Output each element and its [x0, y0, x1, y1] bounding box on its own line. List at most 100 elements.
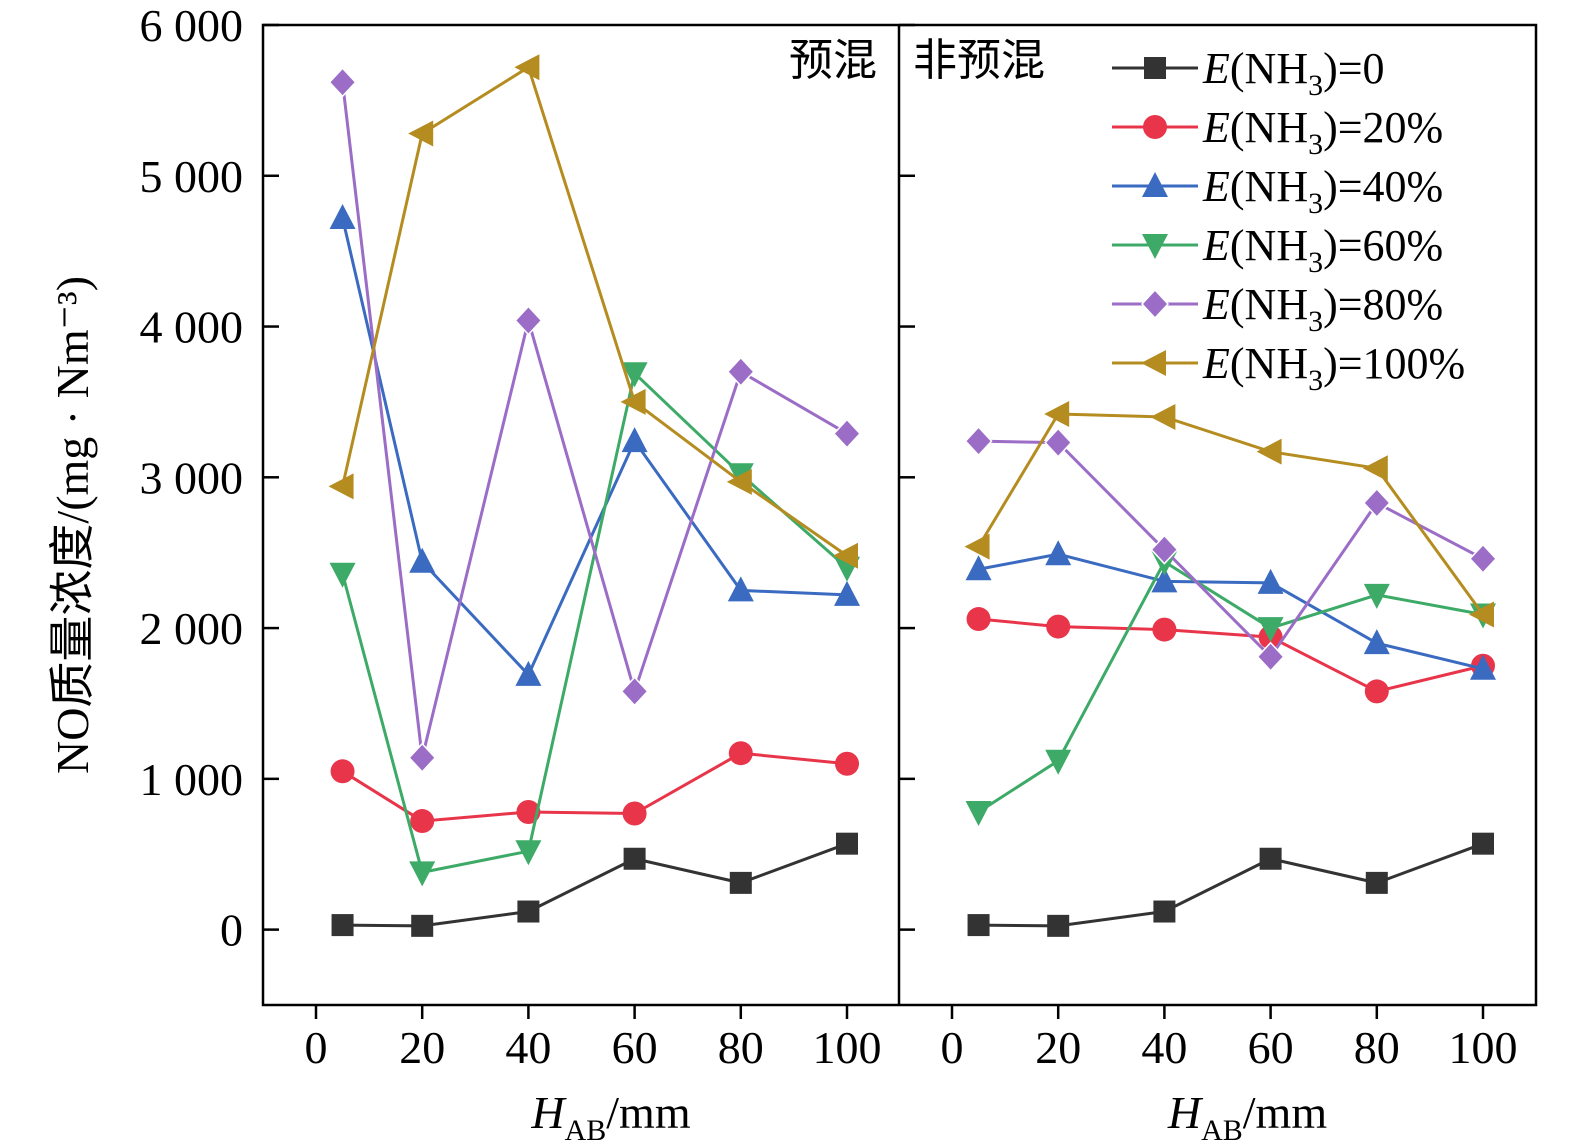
- series-3: [329, 203, 860, 686]
- series-5: [964, 426, 1498, 672]
- data-point: [1362, 487, 1391, 519]
- legend: E(NH3)=0E(NH3)=20%E(NH3)=40%E(NH3)=60%E(…: [1112, 44, 1465, 397]
- data-point: [726, 356, 755, 387]
- data-point: [623, 847, 646, 870]
- data-point: [966, 607, 991, 632]
- data-point: [1150, 404, 1176, 430]
- data-point: [835, 751, 859, 776]
- data-point: [1365, 871, 1388, 894]
- x-tick-label: 0: [305, 1022, 328, 1073]
- y-tick-label: 0: [220, 905, 243, 956]
- y-tick-label: 5 000: [140, 151, 244, 202]
- data-point: [622, 801, 647, 826]
- x-tick-label: 60: [612, 1022, 658, 1073]
- series-line: [341, 82, 848, 759]
- data-point: [1150, 534, 1179, 565]
- data-point: [1151, 567, 1178, 593]
- data-point: [330, 759, 355, 784]
- series-line: [977, 412, 1485, 616]
- data-point: [729, 871, 752, 894]
- data-point: [727, 576, 754, 602]
- legend-label: E(NH3)=60%: [1202, 221, 1443, 279]
- x-tick-label: 40: [505, 1022, 551, 1073]
- legend-entry: E(NH3)=40%: [1112, 162, 1443, 220]
- legend-entry: E(NH3)=80%: [1112, 280, 1443, 338]
- legend-marker: [1142, 172, 1168, 197]
- series-line: [978, 842, 1484, 928]
- series-5: [328, 67, 862, 773]
- x-axis-title: HAB/mm: [1167, 1087, 1327, 1146]
- series-1: [967, 832, 1494, 937]
- legend-marker: [1141, 350, 1166, 376]
- data-point: [409, 861, 436, 887]
- data-point: [1257, 617, 1284, 643]
- x-tick-label: 80: [1354, 1022, 1400, 1073]
- data-point: [620, 676, 649, 707]
- x-tick-label: 60: [1248, 1022, 1294, 1073]
- series-line: [978, 617, 1484, 693]
- panels-layer: 0 20 40 60 80 100 HAB/mm 预混 0 20 40 60 80 100 HAB/mm 非预…: [261, 23, 1538, 1146]
- x-tick-label: 20: [399, 1022, 445, 1073]
- y-axis: 0 1 000 2 000 3 000 4 000 5 000 6 000 NO质量浓度/(m…: [47, 0, 915, 956]
- data-point: [410, 809, 435, 834]
- data-point: [728, 741, 753, 766]
- data-point: [1363, 583, 1390, 609]
- data-point: [836, 832, 858, 855]
- data-point: [1045, 540, 1072, 566]
- y-tick-label: 2 000: [140, 603, 244, 654]
- data-point: [1470, 654, 1496, 680]
- series-line: [341, 217, 848, 678]
- x-tick-label: 100: [1449, 1022, 1518, 1073]
- data-point: [1045, 749, 1072, 775]
- data-point: [1469, 601, 1494, 628]
- data-point: [515, 660, 542, 686]
- data-point: [1256, 438, 1282, 465]
- data-point: [1044, 427, 1073, 458]
- data-point: [1259, 847, 1282, 870]
- x-tick-label: 100: [813, 1022, 882, 1073]
- data-point: [965, 801, 992, 827]
- legend-entry: E(NH3)=60%: [1112, 221, 1443, 279]
- data-point: [514, 305, 543, 336]
- data-point: [1257, 568, 1284, 594]
- data-point: [1362, 455, 1388, 482]
- series-line: [342, 842, 848, 928]
- x-axis-title: HAB/mm: [530, 1087, 690, 1146]
- data-point: [620, 388, 646, 415]
- panel-title: 非预混: [913, 35, 1045, 86]
- data-point: [1153, 900, 1176, 923]
- data-point: [833, 542, 858, 569]
- data-point: [1152, 617, 1177, 642]
- panel-2: 0 20 40 60 80 100 HAB/mm 非预混: [913, 35, 1518, 1146]
- x-tick-label: 80: [718, 1022, 764, 1073]
- data-point: [1468, 543, 1498, 574]
- data-point: [834, 580, 860, 606]
- series-line: [977, 559, 1484, 814]
- data-point: [1047, 914, 1070, 937]
- x-tick-label: 40: [1141, 1022, 1187, 1073]
- data-point: [408, 120, 434, 147]
- data-point: [328, 67, 357, 98]
- data-point: [965, 555, 992, 581]
- legend-marker: [1143, 115, 1167, 139]
- data-point: [964, 426, 993, 457]
- series-4: [329, 362, 860, 887]
- legend-entry: E(NH3)=20%: [1112, 103, 1443, 161]
- data-point: [1363, 629, 1390, 655]
- panel-title: 预混: [789, 35, 877, 86]
- legend-label: E(NH3)=0: [1202, 44, 1385, 102]
- series-4: [965, 550, 1496, 827]
- data-point: [1472, 832, 1494, 855]
- series-6: [964, 400, 1494, 628]
- panel-1: 0 20 40 60 80 100 HAB/mm 预混: [305, 35, 882, 1146]
- data-point: [1364, 679, 1389, 704]
- legend-marker: [1144, 57, 1166, 79]
- series-1: [331, 832, 858, 937]
- series-line: [341, 64, 848, 557]
- x-tick-label: 20: [1035, 1022, 1081, 1073]
- data-point: [726, 468, 752, 495]
- data-point: [1044, 400, 1070, 427]
- data-point: [329, 562, 356, 588]
- legend-label: E(NH3)=100%: [1202, 339, 1465, 397]
- legend-label: E(NH3)=80%: [1202, 280, 1443, 338]
